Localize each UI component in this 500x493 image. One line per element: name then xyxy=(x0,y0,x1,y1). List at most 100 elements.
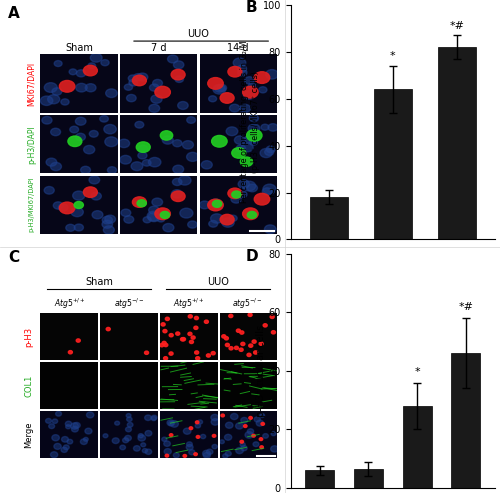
Circle shape xyxy=(172,178,182,185)
Circle shape xyxy=(200,434,205,439)
Circle shape xyxy=(101,60,109,66)
Circle shape xyxy=(248,211,256,218)
Text: A: A xyxy=(8,6,20,21)
Text: $Atg5^{+/+}$: $Atg5^{+/+}$ xyxy=(54,296,86,311)
Circle shape xyxy=(149,104,160,112)
Circle shape xyxy=(218,84,226,91)
Circle shape xyxy=(122,438,128,443)
Circle shape xyxy=(126,414,131,418)
Circle shape xyxy=(242,86,258,98)
Circle shape xyxy=(68,136,82,146)
Circle shape xyxy=(73,423,80,428)
Circle shape xyxy=(170,434,173,436)
Circle shape xyxy=(194,326,198,329)
Circle shape xyxy=(166,317,170,320)
Circle shape xyxy=(236,145,246,152)
Circle shape xyxy=(246,130,262,141)
Circle shape xyxy=(169,352,173,355)
Circle shape xyxy=(76,339,80,342)
Circle shape xyxy=(228,67,242,77)
Circle shape xyxy=(160,131,172,140)
Circle shape xyxy=(84,187,98,197)
Circle shape xyxy=(213,84,226,94)
Circle shape xyxy=(163,223,174,232)
Circle shape xyxy=(261,124,269,130)
Circle shape xyxy=(196,435,200,438)
Circle shape xyxy=(143,217,151,223)
Circle shape xyxy=(220,440,224,444)
Circle shape xyxy=(186,442,192,447)
Circle shape xyxy=(194,317,198,319)
Circle shape xyxy=(260,414,264,418)
Circle shape xyxy=(76,133,86,141)
Circle shape xyxy=(180,338,184,341)
Circle shape xyxy=(202,450,210,457)
Text: $atg5^{-/-}$: $atg5^{-/-}$ xyxy=(232,296,263,311)
Circle shape xyxy=(226,343,230,347)
Circle shape xyxy=(204,320,208,323)
Circle shape xyxy=(124,435,132,441)
Circle shape xyxy=(249,417,252,420)
Circle shape xyxy=(178,176,191,185)
Circle shape xyxy=(254,417,260,422)
Circle shape xyxy=(229,347,233,350)
Text: 14 d: 14 d xyxy=(227,43,248,53)
Circle shape xyxy=(105,137,118,146)
Circle shape xyxy=(266,146,275,153)
Bar xyxy=(374,89,412,240)
Circle shape xyxy=(208,199,223,211)
Circle shape xyxy=(212,136,227,147)
Circle shape xyxy=(108,167,116,174)
Circle shape xyxy=(148,212,160,222)
Circle shape xyxy=(184,428,191,434)
Circle shape xyxy=(188,315,192,318)
Circle shape xyxy=(164,343,168,347)
Circle shape xyxy=(86,412,94,418)
Circle shape xyxy=(76,70,86,77)
Circle shape xyxy=(164,449,172,455)
Circle shape xyxy=(164,441,170,446)
Circle shape xyxy=(157,216,165,222)
Circle shape xyxy=(85,428,92,434)
Circle shape xyxy=(237,191,247,198)
Circle shape xyxy=(162,437,167,441)
Circle shape xyxy=(210,214,223,223)
Circle shape xyxy=(211,419,219,425)
Bar xyxy=(402,406,432,488)
Circle shape xyxy=(248,83,256,90)
Circle shape xyxy=(60,80,75,92)
Circle shape xyxy=(76,117,86,125)
Circle shape xyxy=(71,208,84,217)
Circle shape xyxy=(66,424,70,429)
Circle shape xyxy=(188,450,195,455)
Circle shape xyxy=(229,215,237,221)
Circle shape xyxy=(52,435,60,441)
Circle shape xyxy=(211,352,215,355)
Circle shape xyxy=(80,439,87,445)
Text: *: * xyxy=(390,51,396,61)
Circle shape xyxy=(208,220,218,227)
Circle shape xyxy=(224,434,232,440)
Bar xyxy=(354,469,383,488)
Text: D: D xyxy=(246,249,258,264)
Circle shape xyxy=(233,58,246,68)
Circle shape xyxy=(134,446,140,451)
Circle shape xyxy=(70,126,78,133)
Circle shape xyxy=(210,199,222,209)
Circle shape xyxy=(66,421,71,426)
Circle shape xyxy=(52,419,58,423)
Circle shape xyxy=(188,332,192,336)
Circle shape xyxy=(211,414,218,421)
Circle shape xyxy=(161,323,165,326)
Circle shape xyxy=(259,438,262,441)
Circle shape xyxy=(171,70,185,80)
Circle shape xyxy=(247,184,258,192)
Circle shape xyxy=(103,434,108,438)
Circle shape xyxy=(208,96,216,102)
Circle shape xyxy=(138,152,147,159)
Circle shape xyxy=(252,434,256,437)
Circle shape xyxy=(254,351,258,354)
Circle shape xyxy=(148,157,161,167)
Circle shape xyxy=(190,340,194,344)
Circle shape xyxy=(241,446,247,451)
